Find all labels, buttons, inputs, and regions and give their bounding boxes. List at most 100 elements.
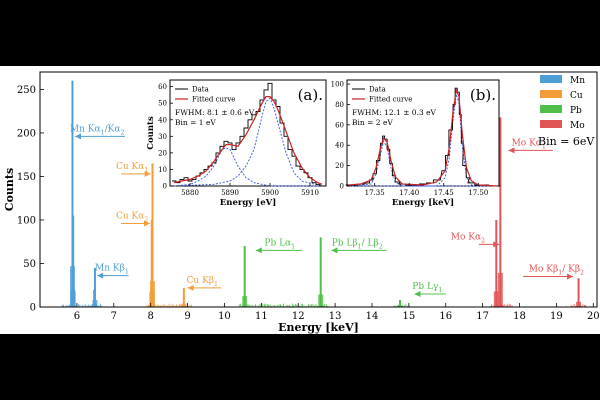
main-peaks xyxy=(61,80,587,307)
peak-annotation-arrowhead xyxy=(144,170,151,177)
peak-base-pb xyxy=(397,305,403,307)
inset-y-tick-label: 80 xyxy=(335,101,344,109)
peak-annotation-arrowhead xyxy=(493,241,500,248)
inset-fit-curve xyxy=(173,95,323,185)
peak-base-mn xyxy=(70,290,76,307)
main-x-tick-label: 8 xyxy=(147,311,153,322)
inset-y-tick-label: 0 xyxy=(340,183,344,191)
peak-bar-mn xyxy=(71,80,74,307)
main-x-tick-label: 9 xyxy=(184,311,190,322)
inset-b: 17.35 17.40 17.45 17.50 0 20 40 60 80 100 Energy [… xyxy=(331,79,501,208)
main-x-tick-label: 6 xyxy=(74,311,80,322)
inset-x-tick-label: 5890 xyxy=(221,189,239,197)
main-axes: 6 7 8 9 10 11 12 13 14 15 16 17 18 19 2005010015020025… xyxy=(3,71,600,334)
inset-x-tick-label: 5900 xyxy=(261,189,279,197)
inset-x-tick-label: 5880 xyxy=(181,189,199,197)
main-x-tick-label: 16 xyxy=(439,311,452,322)
inset-y-tick-label: 40 xyxy=(158,116,167,124)
inset-fit-curve xyxy=(348,88,498,187)
inset-frame xyxy=(346,79,500,187)
main-x-tick-label: 7 xyxy=(111,311,117,322)
inset-a: 5880 5890 5900 5910 0 10 20 30 40 50 60 Energy [eV]… xyxy=(146,79,327,208)
peak-bar-mo xyxy=(577,278,580,307)
peak-annotation-label: Cu Kβ1 xyxy=(187,276,219,288)
inset-fit-component xyxy=(173,97,323,187)
peak-bar-mn xyxy=(72,215,75,307)
main-annotations: Mn Kα1/Kα2 Mn Kβ1 Cu Kα1 Cu Kα2 Cu Kβ1 Pb Lα1… xyxy=(70,124,584,297)
inset-legend-data-label: Data xyxy=(369,86,386,94)
peak-base-mo xyxy=(497,272,503,307)
legend-label-cu: Cu xyxy=(570,91,583,101)
main-x-tick-label: 15 xyxy=(403,311,416,322)
inset-data-steps xyxy=(345,87,501,187)
inset-y-tick-label: 40 xyxy=(335,142,344,150)
peak-annotation-arrowhead xyxy=(97,272,104,279)
main-y-tick-label: 200 xyxy=(17,128,36,139)
main-legend: Mn Cu Pb Mo xyxy=(540,75,585,131)
peak-base-pb xyxy=(318,294,324,307)
inset-legend-fit-label: Fitted curve xyxy=(192,96,235,104)
inset-legend-fit-label: Fitted curve xyxy=(369,96,412,104)
legend-swatch-cu xyxy=(540,90,562,98)
main-x-tick-label: 11 xyxy=(255,311,268,322)
inset-fit-component xyxy=(348,139,498,187)
legend-label-pb: Pb xyxy=(570,106,582,116)
peak-annotation-label: Pb Lα1 xyxy=(264,238,295,250)
inset-y-tick-label: 20 xyxy=(158,149,167,157)
peak-base-mo xyxy=(493,291,499,307)
inset-fit-component xyxy=(173,147,322,187)
peak-annotation-label: Mo Kα2 xyxy=(451,232,485,244)
peak-annotation-arrowhead xyxy=(414,290,421,297)
inset-x-tick-label: 17.40 xyxy=(399,189,419,197)
main-x-tick-label: 20 xyxy=(587,311,600,322)
main-x-tick-label: 13 xyxy=(329,311,342,322)
inset-x-axis-label: Energy [keV] xyxy=(392,198,454,208)
main-plot-frame xyxy=(39,71,598,308)
inset-note: Bin = 2 eV xyxy=(352,118,393,127)
peak-bar-pb xyxy=(319,237,322,307)
peak-annotation-label: Mo Kα1 xyxy=(512,138,546,150)
peak-bar-mo xyxy=(495,219,498,307)
inset-x-tick-label: 17.35 xyxy=(365,189,385,197)
peak-annotation-arrowhead xyxy=(331,247,338,254)
peak-bar-mn xyxy=(93,267,96,307)
inset-legend-data-label: Data xyxy=(192,86,209,94)
legend-swatch-mn xyxy=(540,75,562,83)
inset-note: Bin = 1 eV xyxy=(175,118,216,127)
main-x-tick-label: 14 xyxy=(366,311,379,322)
main-y-tick-label: 0 xyxy=(30,303,36,314)
inset-x-tick-label: 17.50 xyxy=(468,189,488,197)
peak-annotation-label: Pb Lγ1 xyxy=(412,282,442,294)
inset-y-tick-label: 30 xyxy=(158,133,167,141)
peak-bar-cu xyxy=(182,287,185,307)
inset-y-axis-label: Counts xyxy=(146,116,156,150)
peak-annotation-label: Mn Kβ1 xyxy=(95,264,129,276)
main-y-tick-label: 100 xyxy=(17,215,36,226)
peak-annotation-arrowhead xyxy=(75,133,82,140)
peak-bar-cu xyxy=(150,219,153,307)
main-y-tick-label: 250 xyxy=(17,85,36,96)
peak-bar-pb xyxy=(243,246,246,307)
peak-annotation-arrowhead xyxy=(255,247,262,254)
legend-swatch-pb xyxy=(540,105,562,113)
peak-annotation-arrowhead xyxy=(143,220,150,227)
inset-y-tick-label: 10 xyxy=(158,166,167,174)
legend-swatch-mo xyxy=(540,120,562,128)
peak-annotation-label: Mo Kβ1/ Kβ2 xyxy=(529,265,584,277)
inset-panel-label: (a). xyxy=(298,86,323,104)
peak-bar-mo xyxy=(499,117,502,307)
inset-y-tick-label: 20 xyxy=(335,162,344,170)
peak-bar-pb xyxy=(399,300,402,307)
main-x-tick-label: 10 xyxy=(218,311,231,322)
inset-x-axis-label: Energy [eV] xyxy=(220,198,276,208)
peak-annotation-label: Cu Kα2 xyxy=(116,211,148,223)
peak-annotation-arrowhead xyxy=(567,273,574,280)
inset-x-tick-label: 17.45 xyxy=(434,189,454,197)
main-y-tick-label: 150 xyxy=(17,172,36,183)
inset-y-tick-label: 0 xyxy=(163,183,167,191)
peak-annotation-label: Cu Kα1 xyxy=(116,162,148,174)
peak-base-pb xyxy=(242,296,248,307)
main-y-tick-label: 50 xyxy=(23,259,36,270)
inset-y-tick-label: 60 xyxy=(158,83,167,91)
main-y-axis-label: Counts xyxy=(3,168,16,211)
